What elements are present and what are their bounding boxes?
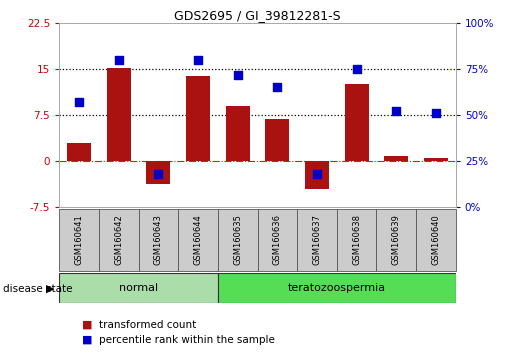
Text: normal: normal [119,282,158,293]
Bar [376,209,416,271]
Bar [186,76,210,161]
Text: ■: ■ [82,320,93,330]
Text: GSM160638: GSM160638 [352,214,361,266]
Bar [146,161,170,184]
Bar [67,143,91,161]
Bar [297,209,337,271]
Bar [59,209,99,271]
Bar [265,119,289,161]
Title: GDS2695 / GI_39812281-S: GDS2695 / GI_39812281-S [174,9,341,22]
Bar [345,84,369,161]
Bar [226,106,250,161]
Text: GSM160639: GSM160639 [392,215,401,265]
Point [392,109,401,114]
Text: GSM160643: GSM160643 [154,215,163,265]
Text: ▶: ▶ [46,284,55,293]
Bar [139,209,178,271]
Point [154,171,162,177]
Bar [178,209,218,271]
Text: GSM160637: GSM160637 [313,214,321,266]
Bar [416,209,456,271]
Bar [305,161,329,189]
Bar [218,209,258,271]
Bar [424,158,448,161]
Text: teratozoospermia: teratozoospermia [288,282,386,293]
Text: percentile rank within the sample: percentile rank within the sample [99,335,275,345]
Point [75,99,83,105]
Point [233,72,242,78]
Text: GSM160641: GSM160641 [75,215,83,265]
Bar [258,209,297,271]
Bar [337,209,376,271]
Bar [107,68,131,161]
Point [114,57,123,63]
Point [273,85,281,90]
Point [352,66,360,72]
Point [313,171,321,177]
Text: GSM160640: GSM160640 [432,215,440,265]
Bar [99,209,139,271]
Text: GSM160644: GSM160644 [194,215,202,265]
Text: disease state: disease state [3,284,72,293]
Point [194,57,202,63]
Bar [218,273,456,303]
Text: GSM160642: GSM160642 [114,215,123,265]
Text: ■: ■ [82,335,93,345]
Bar [59,273,218,303]
Text: GSM160635: GSM160635 [233,215,242,265]
Bar [384,155,408,161]
Point [432,110,440,116]
Text: GSM160636: GSM160636 [273,214,282,266]
Text: transformed count: transformed count [99,320,196,330]
